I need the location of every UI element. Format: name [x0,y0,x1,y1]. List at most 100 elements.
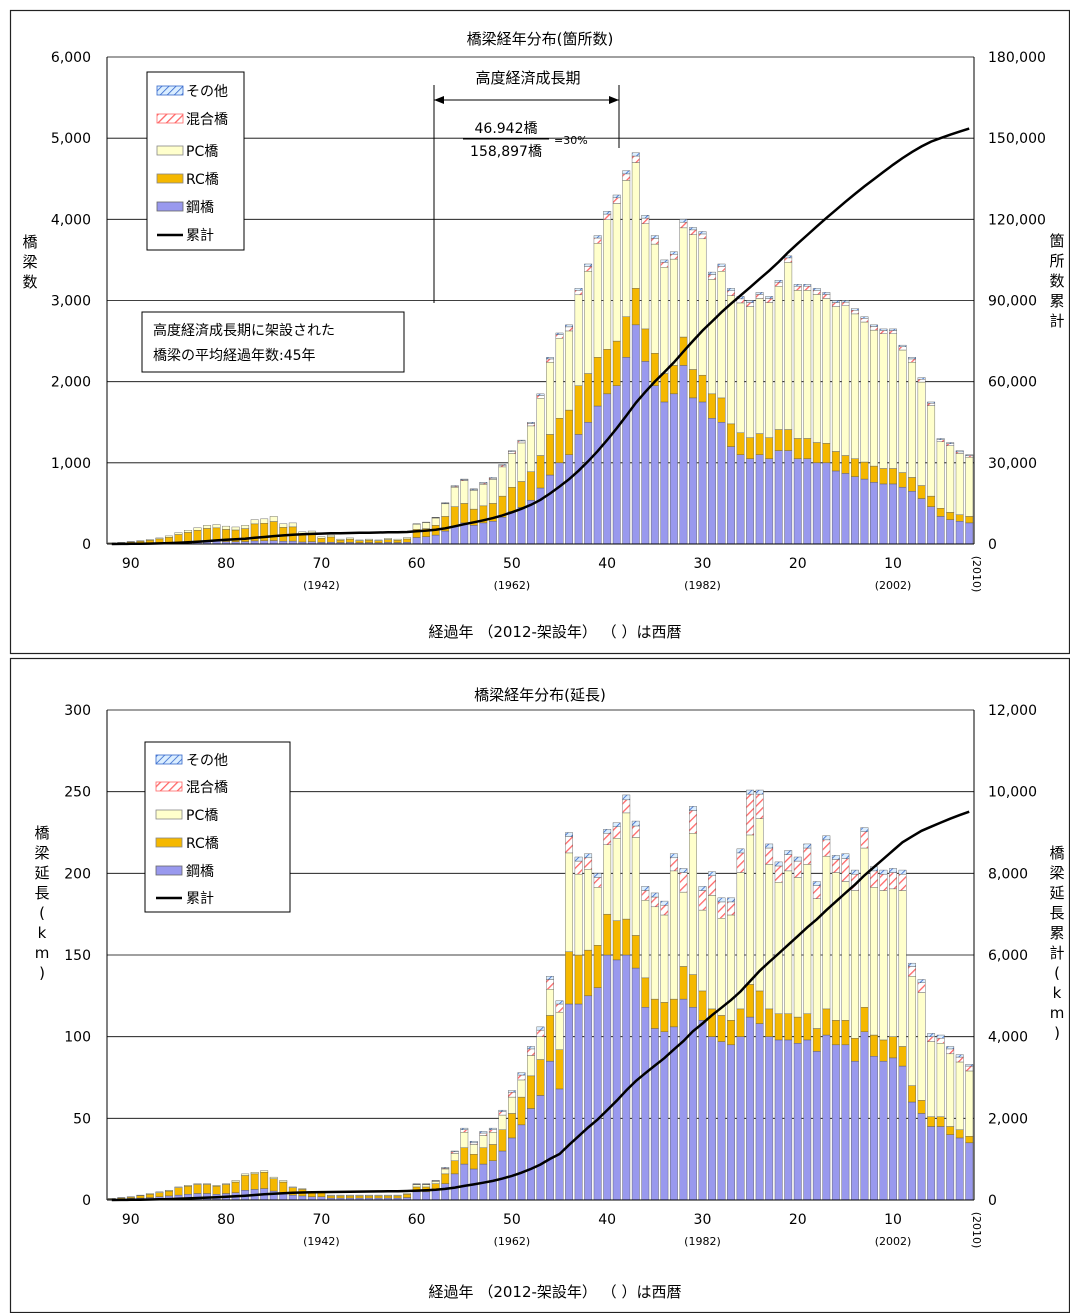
bar-pc [613,204,620,342]
x-tick-year: (1942) [303,1235,340,1248]
bar-mixed [632,826,639,837]
bar-steel [508,512,515,544]
bar-steel [861,1032,868,1200]
bar-rc [708,394,715,418]
bar-pc [623,813,630,919]
x-tick-label: 10 [884,1212,902,1228]
bar-rc [480,1148,487,1164]
bar-rc [880,469,887,484]
y-tick-label: 50 [73,1111,91,1127]
bar-pc [546,362,553,434]
bar-rc [222,1184,229,1193]
x-tick-label: 80 [217,1212,235,1228]
bar-pc [918,382,925,485]
bar-other [661,260,668,262]
bar-pc [708,279,715,393]
bar-pc [642,900,649,978]
bar-pc [422,522,429,528]
bar-steel [537,1095,544,1200]
y2-tick-label: 90,000 [988,294,1037,310]
y-tick-label: 5,000 [51,131,91,147]
bar-rc [956,1130,963,1138]
bar-steel [289,1195,296,1200]
bar-steel [880,484,887,544]
x-tick-label: 90 [122,556,140,572]
bar-pc [537,398,544,455]
bar-pc [651,244,658,353]
bar-other [546,357,553,359]
bar-pc [832,307,839,452]
bar-mixed [880,331,887,334]
bar-mixed [756,294,763,298]
y2-tick-label: 0 [988,537,997,553]
bar-mixed [594,877,601,887]
bar-pc [927,406,934,497]
bar-rc [689,975,696,1008]
bar-rc [680,966,687,999]
bar-rc [880,1040,887,1061]
bar-pc [708,895,715,1009]
bar-other [537,394,544,396]
bar-mixed [470,1143,477,1145]
bar-pc [727,296,734,424]
bar-other [889,868,896,872]
bar-mixed [556,335,563,339]
bar-pc [594,243,601,357]
x-tick-label: 20 [789,1212,807,1228]
y2-tick-label: 10,000 [988,785,1037,801]
bar-pc [756,298,763,433]
bar-other [575,288,582,290]
bar-mixed [594,238,601,243]
bar-steel [422,1192,429,1200]
bar-other [880,329,887,331]
bar-other [851,309,858,311]
bar-pc [203,1184,210,1185]
bar-mixed [699,234,706,239]
bar-rc [727,424,734,447]
bar-mixed [642,218,649,224]
bar-steel [661,402,668,544]
bar-other [689,806,696,810]
bar-rc [594,945,601,987]
bar-rc [318,538,325,542]
bar-steel [870,482,877,544]
bar-other [527,1046,534,1048]
bar-rc [232,1182,239,1193]
bar-rc [508,487,515,511]
bar-rc [346,1196,353,1198]
bar-rc [918,486,925,499]
bar-steel [651,386,658,544]
bar-steel [499,517,506,544]
bar-steel [756,1024,763,1200]
bar-pc [251,1172,258,1174]
bar-mixed [727,291,734,296]
bar-steel [413,538,420,544]
bar-pc [699,239,706,375]
bar-pc [565,853,572,952]
bar-steel [832,471,839,544]
bar-other [718,898,725,902]
bar-pc [937,1043,944,1117]
bar-other [775,862,782,866]
bar-rc [756,434,763,455]
bar-other [966,1064,973,1066]
legend2-label-pc: PC橋 [186,808,218,824]
y2-tick-label: 60,000 [988,375,1037,391]
bar-rc [156,1193,163,1197]
bar-rc [175,1188,182,1195]
bar-steel [880,1061,887,1200]
bar-other [499,464,506,465]
x-tick-year: (2002) [875,1235,912,1248]
bar-steel [889,1058,896,1200]
bar-pc [241,1174,248,1176]
x-tick-label: 60 [408,1212,426,1228]
bar-pc [946,446,953,513]
bar-pc [232,1180,239,1182]
bar-steel [832,1045,839,1200]
bar-mixed [927,1037,934,1042]
bar-pc [689,235,696,370]
bar-steel [556,1089,563,1200]
bar-steel [699,1020,706,1200]
bar-pc [432,1181,439,1183]
